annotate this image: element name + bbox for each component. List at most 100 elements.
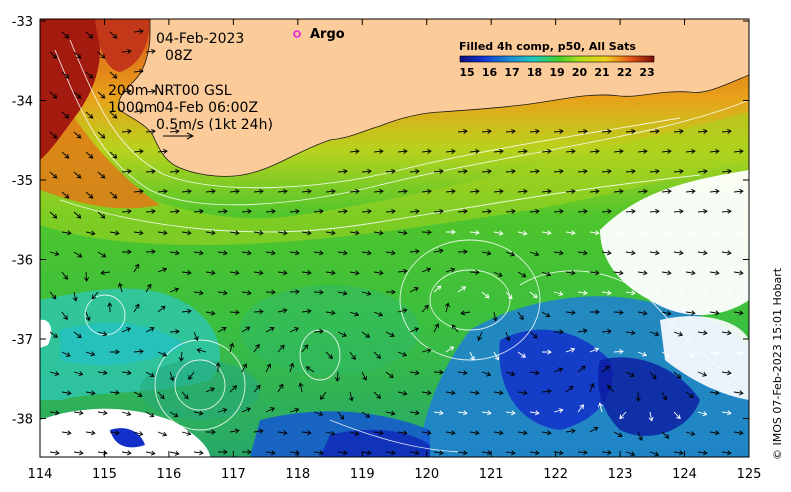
current-arrow-icon <box>49 131 58 139</box>
current-arrow-icon <box>385 371 394 379</box>
current-arrow-icon <box>133 348 144 355</box>
current-arrow-icon <box>253 230 264 236</box>
current-arrow-icon <box>157 391 165 400</box>
current-arrow-icon <box>188 371 195 380</box>
current-arrow-icon <box>145 249 156 255</box>
current-arrow-icon <box>301 344 309 353</box>
current-arrow-icon <box>529 208 540 214</box>
current-arrow-icon <box>709 270 720 276</box>
current-arrow-icon <box>277 188 288 194</box>
current-arrow-icon <box>265 450 276 456</box>
current-arrow-icon <box>433 248 444 254</box>
current-arrow-icon <box>565 428 576 434</box>
current-arrow-icon <box>445 346 455 353</box>
x-tick-label: 117 <box>221 467 246 482</box>
current-arrow-icon <box>145 128 156 134</box>
current-arrow-icon <box>661 148 672 154</box>
current-arrow-icon <box>61 31 70 39</box>
current-arrow-icon <box>145 48 156 54</box>
current-arrow-icon <box>205 188 216 194</box>
current-arrow-icon <box>61 430 72 436</box>
y-tick-label: -38 <box>12 413 33 428</box>
current-arrow-icon <box>169 287 180 293</box>
current-arrow-icon <box>73 131 82 139</box>
current-arrow-icon <box>597 402 604 413</box>
current-arrow-icon <box>277 308 288 314</box>
current-arrow-icon <box>73 410 84 416</box>
current-arrow-icon <box>373 230 384 236</box>
current-arrow-icon <box>133 28 144 34</box>
current-arrow-icon <box>637 148 648 154</box>
current-arrow-icon <box>673 250 684 256</box>
current-arrow-icon <box>361 450 372 456</box>
current-arrow-icon <box>49 251 60 257</box>
current-arrow-icon <box>637 431 643 441</box>
current-arrow-icon <box>313 250 324 256</box>
current-arrow-icon <box>625 330 636 336</box>
current-arrow-icon <box>337 331 347 337</box>
current-arrow-icon <box>265 208 276 214</box>
current-arrow-icon <box>637 310 648 316</box>
current-arrow-icon <box>241 250 252 256</box>
current-arrow-icon <box>446 229 456 235</box>
current-arrow-icon <box>181 430 192 436</box>
current-arrow-icon <box>625 168 636 174</box>
current-arrow-icon <box>169 450 180 456</box>
current-arrow-icon <box>241 326 251 333</box>
current-arrow-icon <box>481 291 490 299</box>
current-arrow-icon <box>373 391 381 399</box>
current-arrow-icon <box>85 430 96 436</box>
current-arrow-icon <box>517 430 528 436</box>
current-arrow-icon <box>313 208 324 214</box>
current-arrow-icon <box>733 188 744 194</box>
current-arrow-icon <box>529 251 540 257</box>
current-arrow-icon <box>157 351 168 357</box>
x-axis: 114 115 116 117 118 119 120 121 122 123 124 125 <box>28 19 761 482</box>
current-arrow-icon <box>685 431 696 437</box>
current-arrow-icon <box>709 188 720 194</box>
current-arrow-icon <box>253 384 261 393</box>
current-arrow-icon <box>349 351 356 360</box>
current-arrow-icon <box>649 331 660 337</box>
y-tick-label: -36 <box>12 254 33 269</box>
current-arrow-icon <box>457 286 467 293</box>
current-arrow-icon <box>373 311 384 317</box>
current-arrow-icon <box>265 250 276 256</box>
current-arrow-icon <box>517 230 528 236</box>
current-arrow-icon <box>493 230 504 236</box>
current-arrow-icon <box>577 290 588 296</box>
current-arrow-icon <box>589 347 600 353</box>
current-arrow-icon <box>397 308 408 314</box>
current-arrow-icon <box>349 311 360 317</box>
current-arrow-icon <box>661 351 671 358</box>
current-arrow-icon <box>613 188 624 194</box>
current-arrow-icon <box>145 168 156 174</box>
current-arrow-icon <box>73 211 82 219</box>
current-arrow-icon <box>320 391 327 400</box>
current-arrow-icon <box>72 291 78 302</box>
current-arrow-icon <box>673 411 681 420</box>
current-arrow-icon <box>349 188 360 194</box>
current-arrow-icon <box>361 250 372 256</box>
current-arrow-icon <box>421 229 432 235</box>
current-arrow-icon <box>97 131 106 139</box>
current-arrow-icon <box>733 350 744 356</box>
current-arrow-icon <box>325 310 336 316</box>
current-arrow-icon <box>217 290 228 296</box>
current-arrow-icon <box>85 71 94 79</box>
current-arrow-icon <box>721 290 732 296</box>
current-arrow-icon <box>301 188 312 194</box>
plot-frame <box>39 18 750 458</box>
current-arrow-icon <box>649 290 660 296</box>
current-arrow-icon <box>421 430 432 436</box>
current-arrow-icon <box>637 351 648 357</box>
current-arrow-icon <box>397 188 408 194</box>
current-arrow-icon <box>505 291 513 300</box>
current-arrow-icon <box>601 365 610 373</box>
current-arrow-icon <box>541 188 552 194</box>
current-arrow-icon <box>613 230 624 236</box>
current-arrow-icon <box>61 191 70 199</box>
current-arrow-icon <box>709 390 720 396</box>
current-arrow-icon <box>421 148 432 154</box>
current-arrow-icon <box>253 188 264 194</box>
